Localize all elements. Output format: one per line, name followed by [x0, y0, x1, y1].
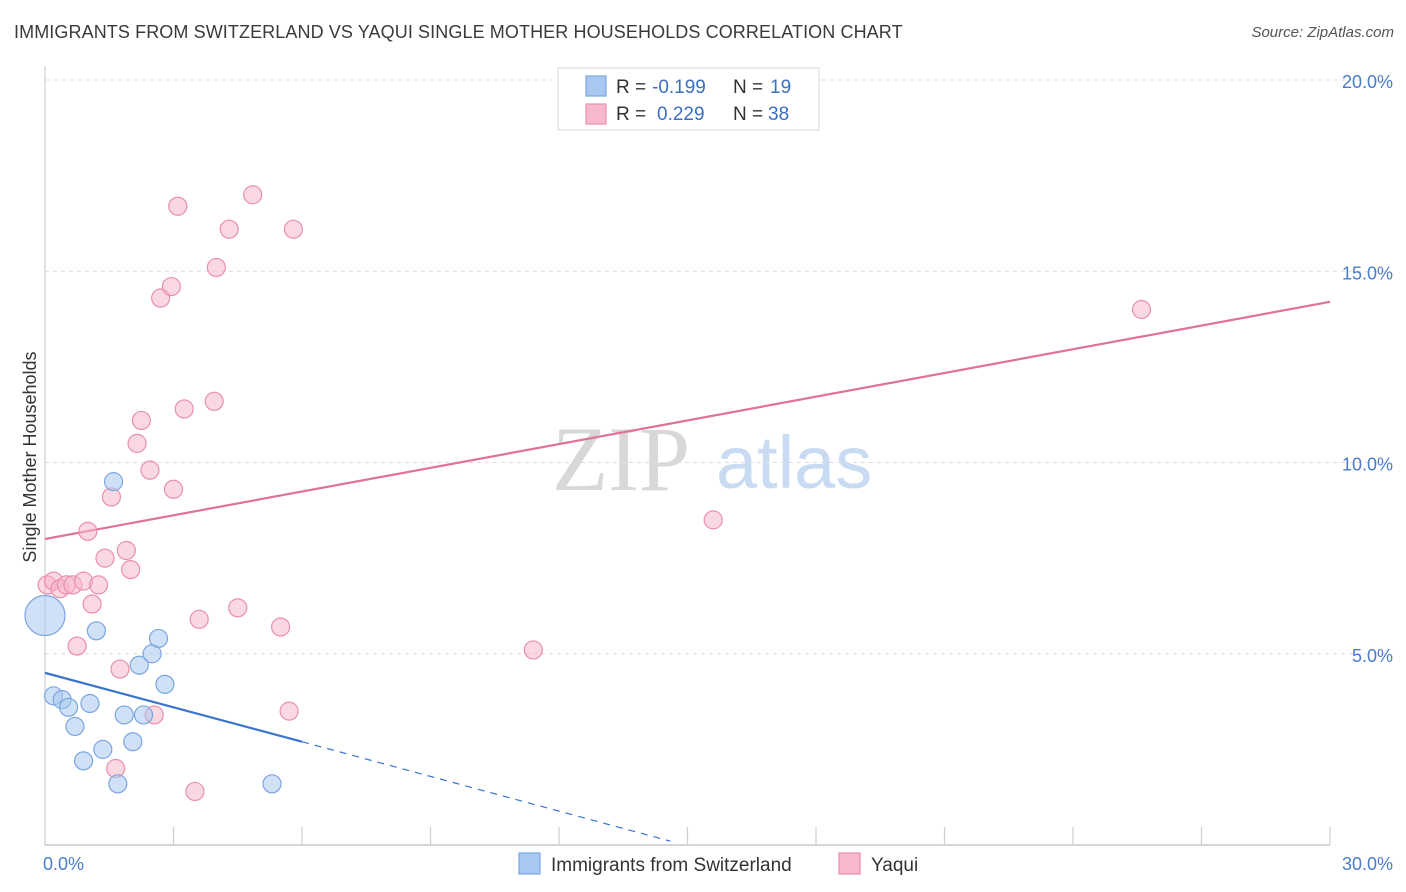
source-label: Source: ZipAtlas.com	[1251, 24, 1394, 41]
point-yaqui-7	[78, 521, 98, 541]
legend-n-label-2: N =	[733, 104, 763, 125]
x-tick-label-0: 0.0%	[43, 854, 84, 874]
trend-lines	[44, 300, 1331, 842]
y-tick-label-15: 15.0%	[1342, 263, 1393, 283]
point-yaqui-14	[116, 540, 136, 561]
y-tick-label-5: 5.0%	[1352, 646, 1393, 666]
chart-title: IMMIGRANTS FROM SWITZERLAND VS YAQUI SIN…	[14, 22, 903, 42]
point-switzerland-3	[58, 697, 79, 717]
point-switzerland-4	[65, 716, 85, 737]
point-yaqui-29	[219, 219, 239, 239]
point-yaqui-27	[204, 391, 224, 411]
point-yaqui-8	[82, 594, 102, 614]
point-yaqui-33	[279, 701, 299, 721]
legend-n-label-1: N =	[733, 77, 763, 98]
point-switzerland-5	[73, 751, 94, 771]
y-tick-label-10: 10.0%	[1342, 455, 1393, 475]
axes	[44, 66, 1331, 846]
point-yaqui-30	[228, 598, 248, 618]
bottom-legend-label-switzerland: Immigrants from Switzerland	[551, 855, 792, 876]
grid-lines	[45, 79, 1390, 655]
legend-r-label-1: R =	[616, 77, 646, 98]
point-yaqui-5	[67, 636, 87, 656]
point-switzerland-6	[80, 693, 100, 714]
point-switzerland-9	[103, 472, 124, 492]
legend-r-label-2: R =	[616, 104, 646, 125]
point-switzerland-14	[133, 705, 154, 725]
legend-swatch-blue	[585, 75, 607, 97]
bottom-legend-swatch-pink	[838, 852, 861, 875]
trend-line-switzerland-extension	[301, 741, 671, 842]
point-yaqui-37	[1131, 299, 1152, 320]
point-yaqui-36	[703, 510, 723, 530]
point-switzerland-11	[114, 705, 134, 725]
point-switzerland-18	[262, 774, 282, 794]
point-switzerland-16	[148, 628, 169, 649]
top-legend: R = -0.199 N = 19 R = 0.229 N = 38	[557, 67, 820, 131]
point-switzerland-10	[108, 774, 128, 794]
watermark: ZIP atlas	[552, 408, 872, 510]
bottom-legend-swatch-blue	[518, 852, 541, 875]
point-yaqui-17	[131, 410, 151, 431]
point-switzerland-7	[86, 621, 107, 641]
point-yaqui-28	[206, 257, 226, 278]
point-switzerland-13	[129, 655, 149, 675]
point-yaqui-26	[189, 609, 209, 629]
bottom-legend: Immigrants from Switzerland Yaqui	[518, 852, 918, 876]
point-yaqui-9	[88, 575, 109, 595]
point-yaqui-21	[161, 276, 181, 297]
point-yaqui-22	[163, 479, 184, 499]
point-yaqui-34	[283, 219, 304, 239]
point-yaqui-23	[168, 196, 188, 216]
point-yaqui-32	[270, 617, 291, 637]
point-switzerland-0	[24, 594, 66, 637]
data-points	[24, 185, 1152, 802]
legend-r-value-2: 0.229	[657, 104, 705, 125]
point-yaqui-10	[95, 548, 115, 568]
point-yaqui-16	[127, 433, 147, 453]
legend-r-value-1: -0.199	[652, 77, 706, 98]
point-switzerland-17	[155, 674, 175, 694]
y-tick-label-20: 20.0%	[1342, 72, 1393, 92]
point-switzerland-8	[93, 739, 113, 759]
trend-line-switzerland	[44, 671, 303, 743]
legend-n-value-2: 38	[768, 104, 789, 125]
point-yaqui-24	[174, 399, 194, 419]
x-tick-label-30: 30.0%	[1342, 854, 1393, 874]
point-yaqui-31	[243, 185, 263, 205]
tick-labels: 5.0% 10.0% 15.0% 20.0% 0.0% 30.0%	[43, 72, 1393, 874]
legend-swatch-pink	[585, 103, 607, 125]
bottom-legend-label-yaqui: Yaqui	[871, 855, 918, 876]
y-axis-label: Single Mother Households	[20, 351, 40, 562]
point-yaqui-13	[110, 659, 130, 679]
trend-line-yaqui	[44, 300, 1331, 541]
point-yaqui-25	[185, 781, 205, 802]
point-switzerland-12	[123, 732, 143, 752]
legend-n-value-1: 19	[770, 77, 791, 98]
point-yaqui-35	[523, 640, 543, 660]
point-yaqui-18	[140, 460, 160, 480]
point-yaqui-15	[121, 559, 141, 580]
